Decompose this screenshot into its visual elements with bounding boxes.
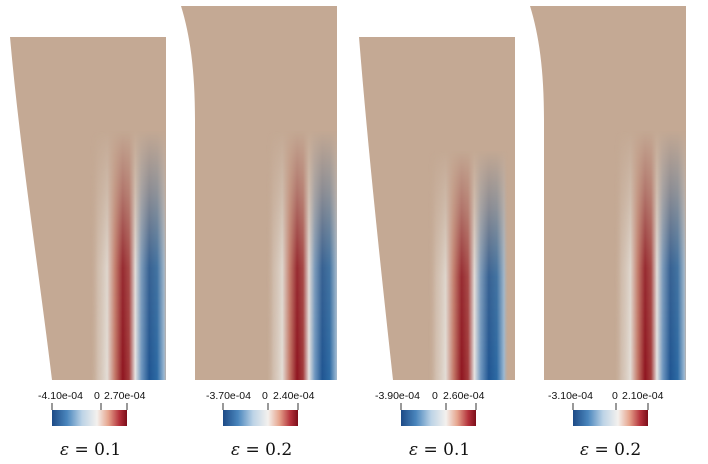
caption-4: ε = 0.2 — [580, 440, 641, 460]
colorbar-3-min-label: -3.90e-04 — [375, 390, 420, 402]
panel-4-field — [530, 6, 686, 380]
panel-3-field — [359, 37, 515, 380]
colorbar-2-min-label: -3.70e-04 — [206, 390, 251, 402]
colorbar-2 — [222, 403, 299, 426]
panel-1-field — [10, 37, 166, 380]
colorbar-2-zero-label: 0 — [262, 390, 268, 402]
caption-3-symbol: ε — [409, 440, 419, 460]
colorbar-1-max-label: 2.70e-04 — [104, 390, 146, 402]
colorbar-4-zero-label: 0 — [612, 390, 618, 402]
caption-3: ε = 0.1 — [409, 440, 470, 460]
colorbar-2-max-label: 2.40e-04 — [273, 390, 315, 402]
colorbar-3-zero-label: 0 — [432, 390, 438, 402]
colorbar-4 — [572, 403, 649, 426]
caption-4-symbol: ε — [580, 440, 590, 460]
colorbar-3-max-label: 2.60e-04 — [443, 390, 485, 402]
colorbar-4-max-label: 2.10e-04 — [622, 390, 664, 402]
caption-2-value: = 0.2 — [240, 440, 293, 460]
caption-1-value: = 0.1 — [69, 440, 122, 460]
caption-4-value: = 0.2 — [589, 440, 642, 460]
caption-2-symbol: ε — [231, 440, 241, 460]
colorbar-1-zero-label: 0 — [94, 390, 100, 402]
colorbar-3 — [400, 403, 477, 426]
caption-2: ε = 0.2 — [231, 440, 292, 460]
caption-1-symbol: ε — [60, 440, 70, 460]
colorbar-1 — [51, 403, 128, 426]
panel-2-field — [181, 6, 337, 380]
colorbar-1-min-label: -4.10e-04 — [38, 390, 83, 402]
colorbar-4-min-label: -3.10e-04 — [548, 390, 593, 402]
caption-3-value: = 0.1 — [418, 440, 471, 460]
caption-1: ε = 0.1 — [60, 440, 121, 460]
